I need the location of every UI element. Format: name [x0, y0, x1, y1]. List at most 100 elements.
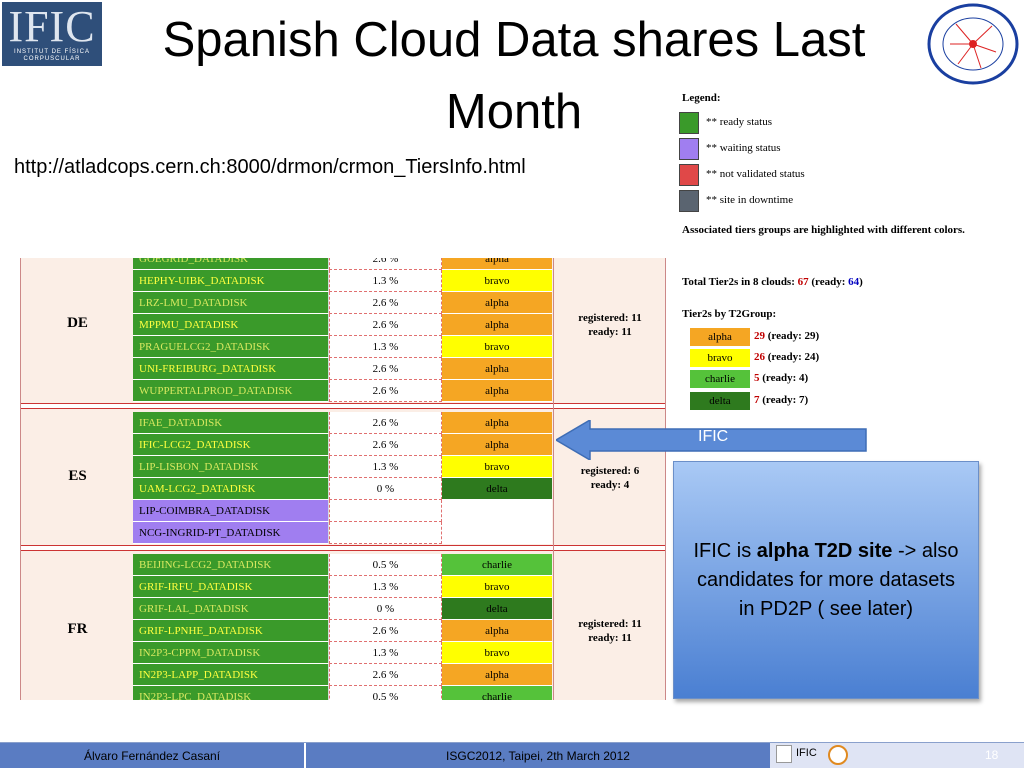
data-share: 0.5 % [329, 686, 442, 700]
ready-count: ready: 11 [588, 632, 632, 644]
ready-count: ready: 11 [588, 326, 632, 338]
t2-group: charlie [442, 686, 552, 700]
site-name[interactable]: GRIF-LPNHE_DATADISK [133, 620, 329, 642]
site-name[interactable]: HEPHY-UIBK_DATADISK [133, 270, 329, 292]
tiers-table: GOEGRID_DATADISK 2.6 % alpha HEPHY-UIBK_DAT… [133, 258, 666, 700]
site-name[interactable]: IFAE_DATADISK [133, 412, 329, 434]
groups-heading: Tier2s by T2Group: [682, 308, 777, 320]
table-row: IN2P3-CPPM_DATADISK 1.3 % bravo [133, 642, 666, 664]
table-row: BEIJING-LCG2_DATADISK 0.5 % charlie [133, 554, 666, 576]
site-name[interactable]: GRIF-LAL_DATADISK [133, 598, 329, 620]
group-badge: bravo [690, 349, 750, 367]
t2-group: bravo [442, 456, 552, 478]
site-name[interactable]: LIP-LISBON_DATADISK [133, 456, 329, 478]
data-share: 1.3 % [329, 642, 442, 664]
table-row: NCG-INGRID-PT_DATADISK [133, 522, 666, 544]
group-count: 26 [754, 351, 765, 363]
footer-author: Álvaro Fernández Casaní [0, 743, 304, 768]
not-validated-swatch [679, 164, 699, 186]
source-url[interactable]: http://atladcops.cern.ch:8000/drmon/crmo… [14, 156, 526, 178]
table-row: LIP-LISBON_DATADISK 1.3 % bravo [133, 456, 666, 478]
table-row: MPPMU_DATADISK 2.6 % alpha [133, 314, 666, 336]
t2-group: alpha [442, 314, 552, 336]
cloud-name: ES [68, 468, 87, 484]
site-name[interactable]: IFIC-LCG2_DATADISK [133, 434, 329, 456]
registered-count: registered: 11 [578, 618, 642, 630]
t2-group: alpha [442, 380, 552, 402]
site-name[interactable]: WUPPERTALPROD_DATADISK [133, 380, 329, 402]
t2-group: bravo [442, 336, 552, 358]
site-name[interactable]: IN2P3-LAPP_DATADISK [133, 664, 329, 686]
site-name[interactable]: IN2P3-CPPM_DATADISK [133, 642, 329, 664]
site-name[interactable]: LRZ-LMU_DATADISK [133, 292, 329, 314]
data-share: 0.5 % [329, 554, 442, 576]
group-count: 5 [754, 372, 760, 384]
table-row: IN2P3-LPC_DATADISK 0.5 % charlie [133, 686, 666, 700]
cloud-separator [21, 545, 133, 551]
data-share: 2.6 % [329, 358, 442, 380]
t2-group: alpha [442, 258, 552, 270]
legend-label: ** site in downtime [706, 194, 794, 206]
t2-group: delta [442, 598, 552, 620]
downtime-swatch [679, 190, 699, 212]
slide-footer: Álvaro Fernández Casaní ISGC2012, Taipei… [0, 742, 1024, 768]
arrow-left-icon [556, 420, 867, 460]
table-row: GOEGRID_DATADISK 2.6 % alpha [133, 258, 666, 270]
t2-group: delta [442, 478, 552, 500]
t2-group: alpha [442, 292, 552, 314]
site-name[interactable]: PRAGUELCG2_DATADISK [133, 336, 329, 358]
table-right-border [665, 258, 666, 700]
callout-text: IFIC is alpha T2D site -> also candidate… [692, 537, 960, 624]
site-name[interactable]: MPPMU_DATADISK [133, 314, 329, 336]
cloud-name: FR [67, 621, 88, 637]
cloud-registration: registered: 6 ready: 4 [554, 464, 666, 492]
t2-group: bravo [442, 576, 552, 598]
table-row: GRIF-IRFU_DATADISK 1.3 % bravo [133, 576, 666, 598]
site-name[interactable]: GRIF-IRFU_DATADISK [133, 576, 329, 598]
footer-logos: IFIC [776, 745, 856, 767]
data-share: 2.6 % [329, 664, 442, 686]
site-name[interactable]: IN2P3-LPC_DATADISK [133, 686, 329, 700]
t2-group: charlie [442, 554, 552, 576]
data-share: 0 % [329, 478, 442, 500]
ready-swatch [679, 112, 699, 134]
table-row: HEPHY-UIBK_DATADISK 1.3 % bravo [133, 270, 666, 292]
table-row: IN2P3-LAPP_DATADISK 2.6 % alpha [133, 664, 666, 686]
table-divider [553, 258, 554, 700]
group-ready: (ready: 24) [767, 351, 820, 363]
data-share [329, 500, 442, 522]
ready-count: ready: 4 [590, 479, 630, 491]
table-row: UAM-LCG2_DATADISK 0 % delta [133, 478, 666, 500]
site-name[interactable]: GOEGRID_DATADISK [133, 258, 329, 270]
t2-group [442, 500, 552, 522]
t2-group [442, 522, 552, 544]
page-number: 18 [985, 748, 999, 762]
site-name[interactable]: BEIJING-LCG2_DATADISK [133, 554, 329, 576]
total-ready: 64 [848, 276, 860, 288]
legend-label: ** ready status [706, 116, 772, 128]
ific-callout-box: IFIC is alpha T2D site -> also candidate… [673, 461, 979, 699]
cloud-separator [133, 403, 666, 409]
footer-logo-label: IFIC [796, 747, 817, 759]
group-ready: (ready: 7) [762, 394, 809, 406]
associated-note: Associated tiers groups are highlighted … [682, 224, 965, 236]
logo-subtext: INSTITUT DE FÍSICA CORPUSCULAR [14, 49, 90, 62]
registered-count: registered: 6 [580, 465, 640, 477]
registered-count: registered: 11 [578, 312, 642, 324]
site-name[interactable]: UAM-LCG2_DATADISK [133, 478, 329, 500]
site-name[interactable]: NCG-INGRID-PT_DATADISK [133, 522, 329, 544]
ific-logo: IFIC INSTITUT DE FÍSICA CORPUSCULAR [2, 2, 102, 66]
arrow-label: IFIC [698, 428, 729, 445]
table-row: UNI-FREIBURG_DATADISK 2.6 % alpha [133, 358, 666, 380]
table-row: WUPPERTALPROD_DATADISK 2.6 % alpha [133, 380, 666, 402]
total-tier2s: Total Tier2s in 8 clouds: 67 (ready: 64) [682, 276, 863, 288]
table-row: PRAGUELCG2_DATADISK 1.3 % bravo [133, 336, 666, 358]
data-share: 2.6 % [329, 620, 442, 642]
data-share: 2.6 % [329, 434, 442, 456]
cloud-registration: registered: 11 ready: 11 [554, 311, 666, 339]
t2-group: alpha [442, 434, 552, 456]
logo-text: IFIC [8, 2, 96, 51]
site-name[interactable]: UNI-FREIBURG_DATADISK [133, 358, 329, 380]
site-name[interactable]: LIP-COIMBRA_DATADISK [133, 500, 329, 522]
t2-group: alpha [442, 412, 552, 434]
